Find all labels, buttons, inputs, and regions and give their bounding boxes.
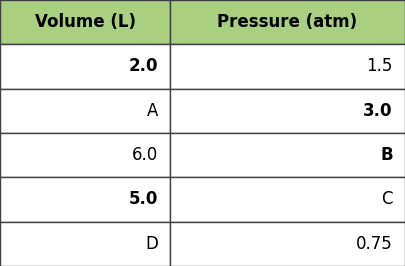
Text: 5.0: 5.0	[128, 190, 158, 209]
Bar	[170, 89, 405, 133]
Bar	[0, 133, 170, 177]
Text: Volume (L): Volume (L)	[34, 13, 136, 31]
Bar	[0, 0, 170, 44]
Bar	[170, 222, 405, 266]
Bar	[0, 177, 170, 222]
Text: 2.0: 2.0	[128, 57, 158, 76]
Text: Pressure (atm): Pressure (atm)	[217, 13, 358, 31]
Bar	[170, 44, 405, 89]
Bar	[170, 177, 405, 222]
Text: C: C	[382, 190, 393, 209]
Bar	[0, 222, 170, 266]
Text: 1.5: 1.5	[367, 57, 393, 76]
Bar	[0, 44, 170, 89]
Text: D: D	[145, 235, 158, 253]
Text: 3.0: 3.0	[363, 102, 393, 120]
Bar	[170, 133, 405, 177]
Text: 6.0: 6.0	[132, 146, 158, 164]
Bar	[170, 0, 405, 44]
Text: A: A	[147, 102, 158, 120]
Text: 0.75: 0.75	[356, 235, 393, 253]
Bar	[0, 89, 170, 133]
Text: B: B	[380, 146, 393, 164]
